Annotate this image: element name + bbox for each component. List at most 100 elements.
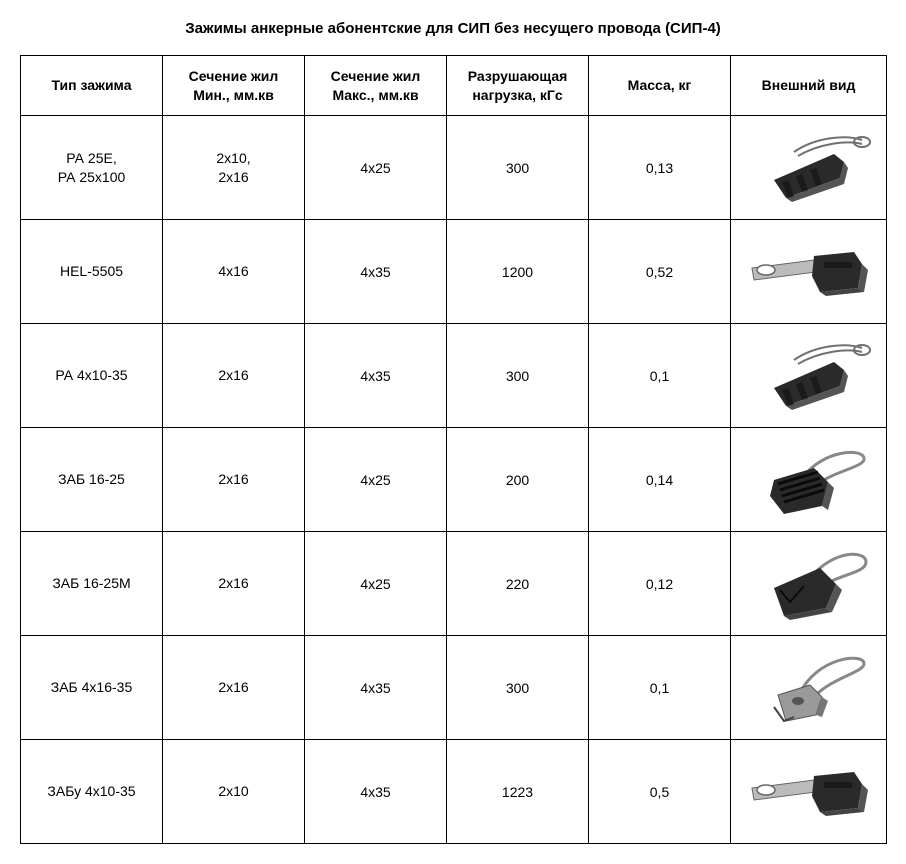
cell-max: 4х25 bbox=[305, 116, 447, 220]
cell-image bbox=[731, 324, 887, 428]
clamp-ribbed-loop-icon bbox=[744, 440, 874, 520]
cell-min: 2х16 bbox=[163, 428, 305, 532]
cell-max-text: 4х25 bbox=[360, 160, 390, 176]
cell-min-text: 4х16 bbox=[218, 263, 248, 279]
cell-load-text: 300 bbox=[506, 680, 529, 696]
cell-min: 2х10 bbox=[163, 740, 305, 844]
cell-image bbox=[731, 740, 887, 844]
cell-load-text: 1223 bbox=[502, 784, 533, 800]
cell-load: 1223 bbox=[447, 740, 589, 844]
cell-mass-text: 0,5 bbox=[650, 784, 669, 800]
cell-type-text: РА 25Е, РА 25х100 bbox=[58, 150, 126, 184]
cell-load-text: 220 bbox=[506, 576, 529, 592]
table-row: ЗАБ 16-25М 2х16 4х25 220 0,12 bbox=[21, 532, 887, 636]
cell-mass: 0,13 bbox=[589, 116, 731, 220]
cell-mass-text: 0,1 bbox=[650, 368, 669, 384]
clamp-wedge-wire-icon bbox=[744, 132, 874, 204]
cell-mass-text: 0,52 bbox=[646, 264, 673, 280]
col-min: Сечение жил Мин., мм.кв bbox=[163, 56, 305, 116]
cell-type: HEL-5505 bbox=[21, 220, 163, 324]
cell-mass: 0,14 bbox=[589, 428, 731, 532]
cell-max: 4х25 bbox=[305, 532, 447, 636]
cell-max-text: 4х35 bbox=[360, 784, 390, 800]
cell-image bbox=[731, 636, 887, 740]
clamp-small-loop-icon bbox=[744, 649, 874, 727]
page-title: Зажимы анкерные абонентские для СИП без … bbox=[20, 20, 886, 37]
cell-max-text: 4х35 bbox=[360, 680, 390, 696]
cell-max: 4х35 bbox=[305, 636, 447, 740]
cell-mass: 0,1 bbox=[589, 324, 731, 428]
cell-type-text: РА 4х10-35 bbox=[55, 367, 127, 383]
cell-image bbox=[731, 220, 887, 324]
cell-load: 300 bbox=[447, 636, 589, 740]
cell-min-text: 2х10, 2х16 bbox=[216, 150, 250, 184]
col-image: Внешний вид bbox=[731, 56, 887, 116]
cell-type-text: ЗАБ 4х16-35 bbox=[51, 679, 132, 695]
table-row: ЗАБ 16-25 2х16 4х25 200 0,14 bbox=[21, 428, 887, 532]
cell-max: 4х35 bbox=[305, 740, 447, 844]
cell-mass: 0,52 bbox=[589, 220, 731, 324]
table-row: РА 4х10-35 2х16 4х35 300 0,1 bbox=[21, 324, 887, 428]
table-row: HEL-5505 4х16 4х35 1200 0,52 bbox=[21, 220, 887, 324]
spec-table: Тип зажима Сечение жил Мин., мм.кв Сечен… bbox=[20, 55, 887, 844]
cell-type-text: ЗАБ 16-25М bbox=[52, 575, 130, 591]
cell-image bbox=[731, 116, 887, 220]
clamp-angled-loop-icon bbox=[744, 544, 874, 624]
header-row: Тип зажима Сечение жил Мин., мм.кв Сечен… bbox=[21, 56, 887, 116]
cell-min-text: 2х16 bbox=[218, 367, 248, 383]
cell-load-text: 300 bbox=[506, 160, 529, 176]
cell-mass: 0,5 bbox=[589, 740, 731, 844]
cell-min-text: 2х16 bbox=[218, 471, 248, 487]
cell-load: 300 bbox=[447, 324, 589, 428]
table-row: ЗАБ 4х16-35 2х16 4х35 300 0,1 bbox=[21, 636, 887, 740]
clamp-wedge-wire-icon bbox=[744, 340, 874, 412]
cell-type: РА 4х10-35 bbox=[21, 324, 163, 428]
cell-max-text: 4х35 bbox=[360, 264, 390, 280]
col-max: Сечение жил Макс., мм.кв bbox=[305, 56, 447, 116]
cell-min: 2х16 bbox=[163, 532, 305, 636]
cell-mass: 0,1 bbox=[589, 636, 731, 740]
cell-type: ЗАБ 16-25М bbox=[21, 532, 163, 636]
cell-min: 2х16 bbox=[163, 636, 305, 740]
cell-type-text: ЗАБ 16-25 bbox=[58, 471, 125, 487]
cell-load-text: 300 bbox=[506, 368, 529, 384]
cell-min-text: 2х16 bbox=[218, 575, 248, 591]
cell-load: 1200 bbox=[447, 220, 589, 324]
table-row: ЗАБу 4х10-35 2х10 4х35 1223 0,5 bbox=[21, 740, 887, 844]
cell-mass-text: 0,1 bbox=[650, 680, 669, 696]
cell-min: 2х10, 2х16 bbox=[163, 116, 305, 220]
cell-load-text: 200 bbox=[506, 472, 529, 488]
cell-max-text: 4х35 bbox=[360, 368, 390, 384]
cell-mass: 0,12 bbox=[589, 532, 731, 636]
cell-mass-text: 0,14 bbox=[646, 472, 673, 488]
cell-min: 2х16 bbox=[163, 324, 305, 428]
cell-image bbox=[731, 428, 887, 532]
cell-type: РА 25Е, РА 25х100 bbox=[21, 116, 163, 220]
table-row: РА 25Е, РА 25х100 2х10, 2х16 4х25 300 0,13 bbox=[21, 116, 887, 220]
cell-min: 4х16 bbox=[163, 220, 305, 324]
clamp-plate-box-icon bbox=[744, 242, 874, 302]
cell-max-text: 4х25 bbox=[360, 576, 390, 592]
cell-max-text: 4х25 bbox=[360, 472, 390, 488]
cell-type: ЗАБ 16-25 bbox=[21, 428, 163, 532]
cell-type-text: ЗАБу 4х10-35 bbox=[47, 783, 135, 799]
cell-min-text: 2х10 bbox=[218, 783, 248, 799]
cell-type-text: HEL-5505 bbox=[60, 263, 123, 279]
cell-min-text: 2х16 bbox=[218, 679, 248, 695]
cell-load-text: 1200 bbox=[502, 264, 533, 280]
cell-image bbox=[731, 532, 887, 636]
cell-mass-text: 0,12 bbox=[646, 576, 673, 592]
cell-type: ЗАБ 4х16-35 bbox=[21, 636, 163, 740]
cell-mass-text: 0,13 bbox=[646, 160, 673, 176]
cell-load: 200 bbox=[447, 428, 589, 532]
col-type: Тип зажима bbox=[21, 56, 163, 116]
cell-load: 220 bbox=[447, 532, 589, 636]
cell-max: 4х35 bbox=[305, 220, 447, 324]
clamp-plate-box-icon bbox=[744, 762, 874, 822]
col-mass: Масса, кг bbox=[589, 56, 731, 116]
cell-load: 300 bbox=[447, 116, 589, 220]
cell-max: 4х25 bbox=[305, 428, 447, 532]
cell-max: 4х35 bbox=[305, 324, 447, 428]
cell-type: ЗАБу 4х10-35 bbox=[21, 740, 163, 844]
col-load: Разрушающая нагрузка, кГс bbox=[447, 56, 589, 116]
